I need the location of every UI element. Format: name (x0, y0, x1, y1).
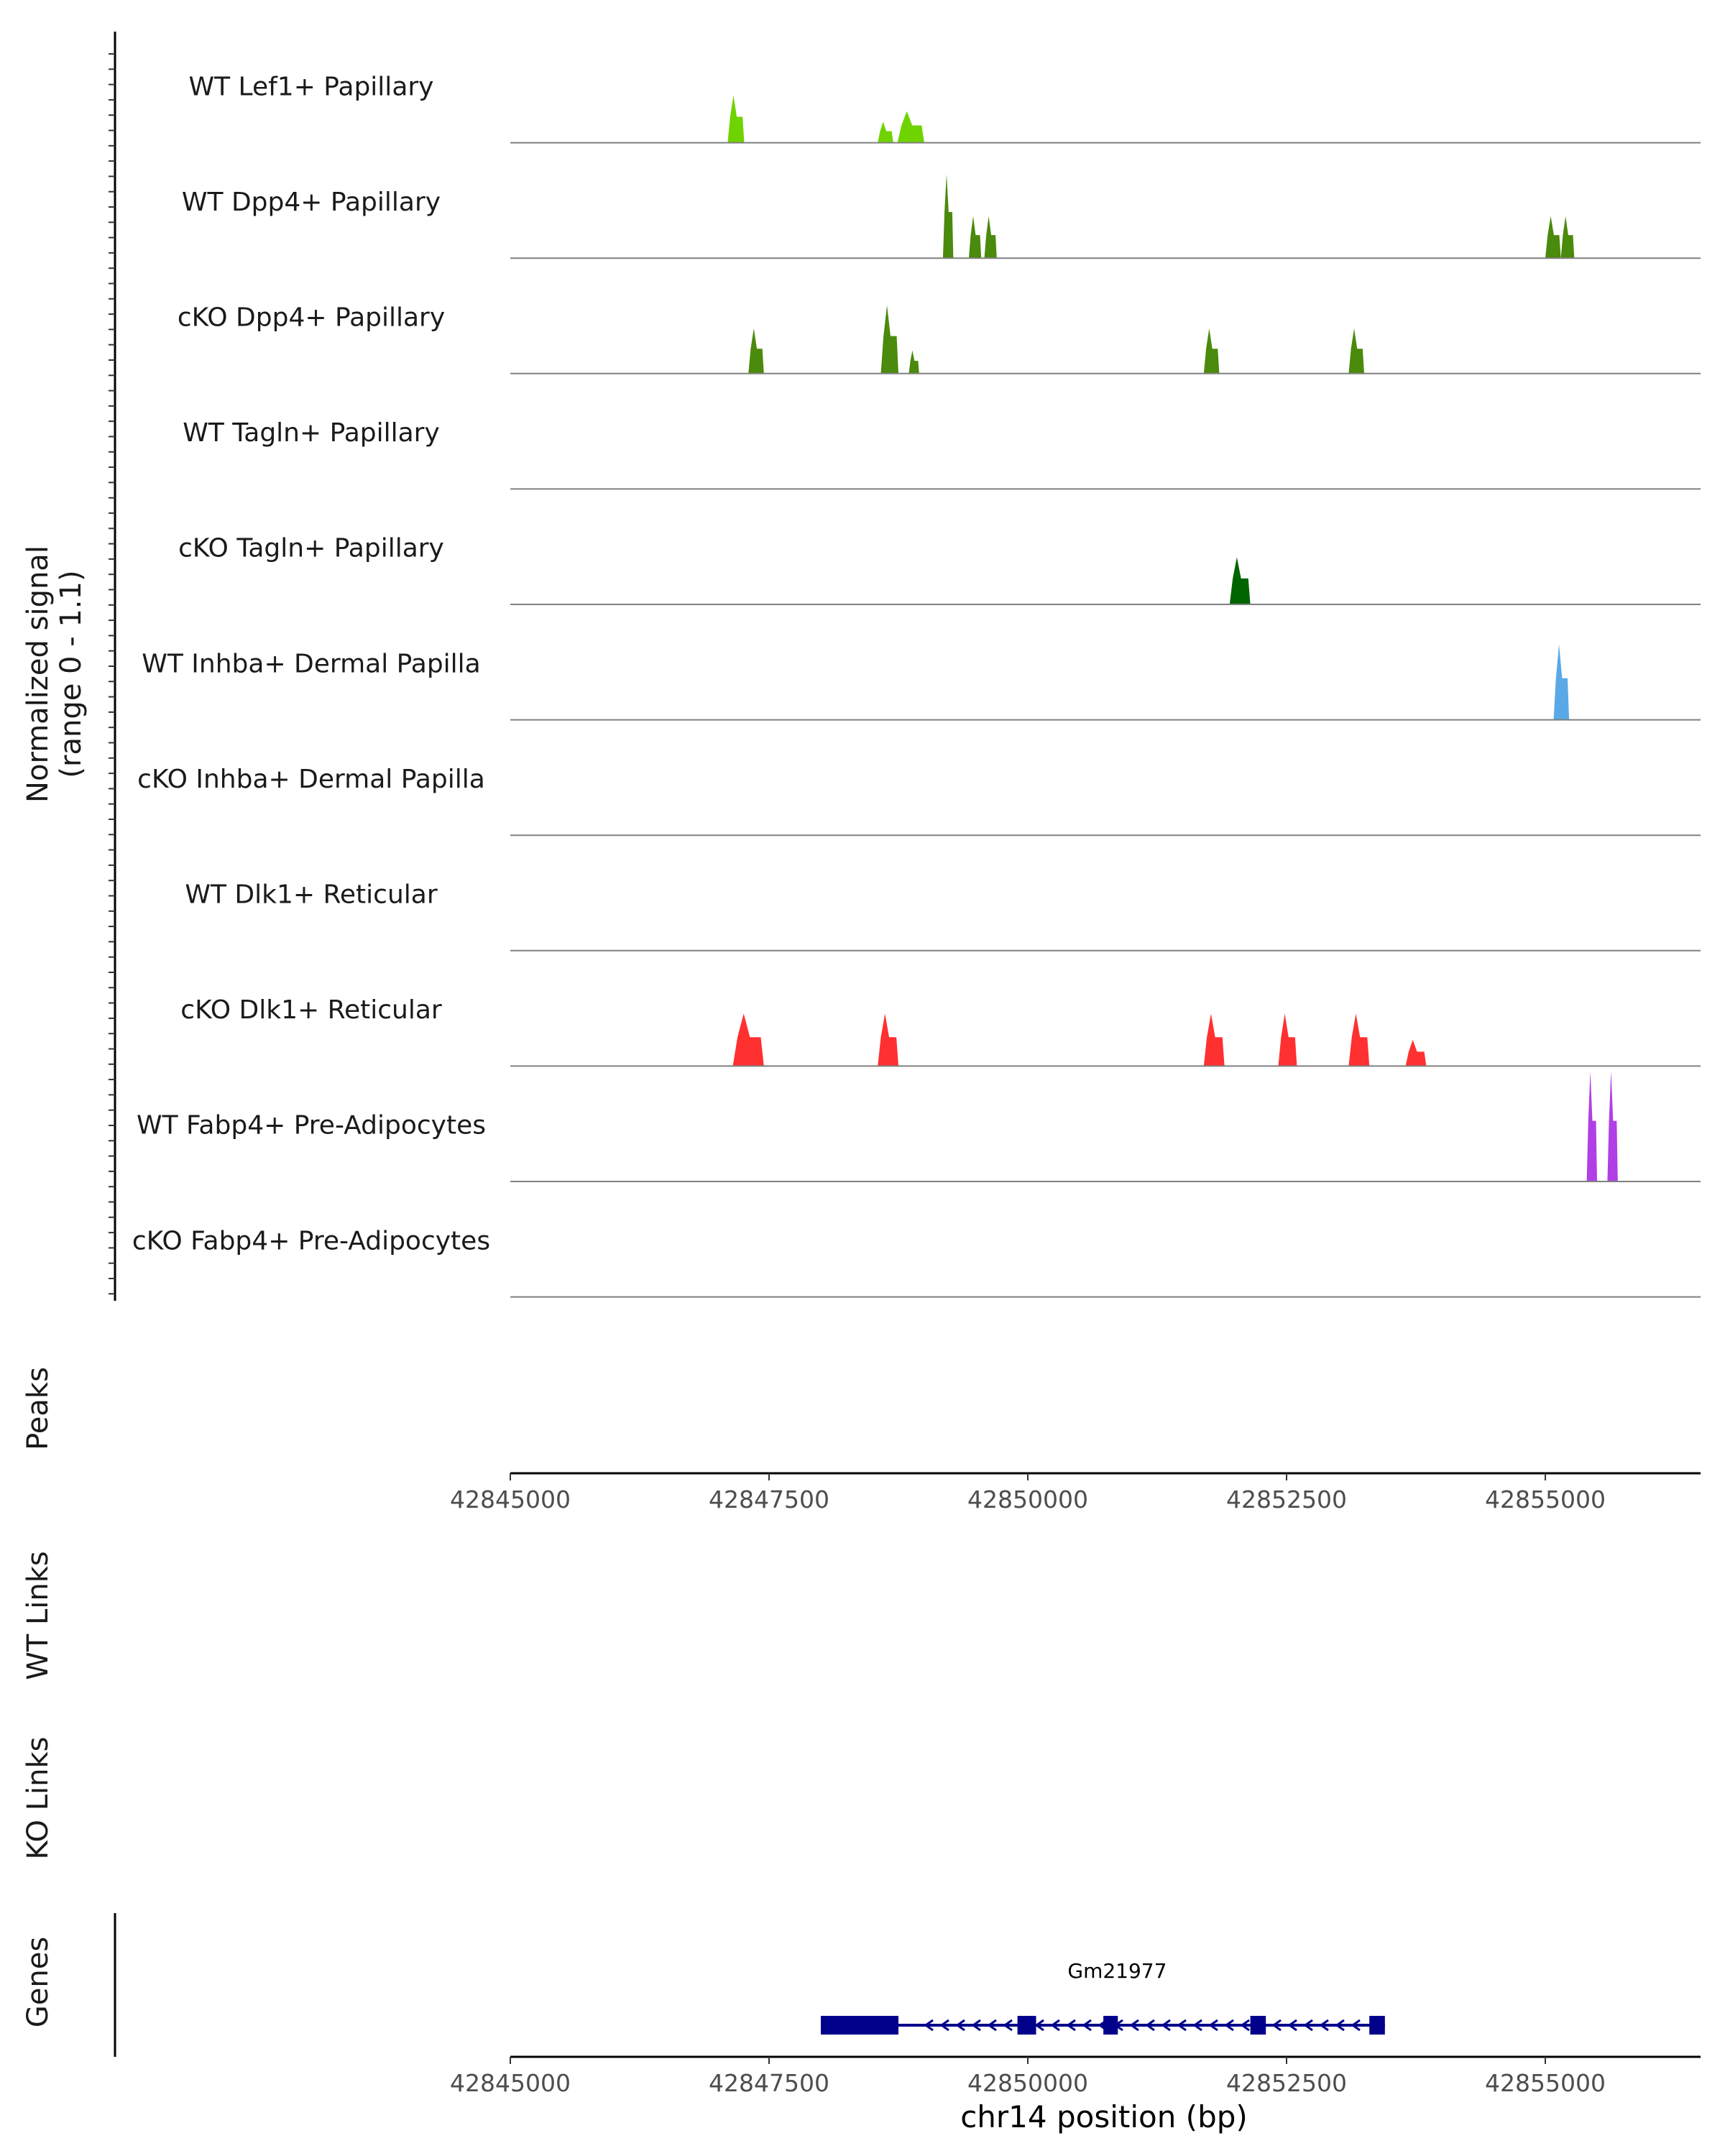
coverage-peak (880, 305, 898, 374)
x-tick-label: 42855000 (1485, 2069, 1606, 2097)
track-label: WT Tagln+ Papillary (183, 418, 440, 448)
coverage-peak (1553, 644, 1570, 720)
gene-exon (821, 2016, 898, 2035)
signal-y-axis (109, 32, 116, 1301)
track-4: WT Tagln+ Papillary (183, 418, 1701, 490)
peaks-x-axis: 42845000 42847500 42850000 42852500 42855000 (450, 1472, 1701, 1514)
strand-arrow (1335, 2019, 1345, 2032)
strand-arrow (1287, 2019, 1297, 2032)
track-9: cKO Dlk1+ Reticular (180, 995, 1701, 1067)
coverage-peak (732, 1013, 764, 1067)
coverage-peak (968, 216, 982, 259)
coverage-peak (1203, 328, 1220, 374)
track-1: WT Lef1+ Papillary (189, 72, 1701, 144)
track-2: WT Dpp4+ Papillary (182, 174, 1701, 259)
coverage-peak (878, 1013, 898, 1067)
track-label: cKO Dpp4+ Papillary (178, 303, 445, 333)
peaks-panel-label: Peaks (22, 1367, 55, 1450)
strand-arrow (1034, 2019, 1044, 2032)
gene-exon (1250, 2016, 1266, 2035)
x-tick-label: 42845000 (450, 1485, 571, 1514)
x-axis-label: chr14 position (bp) (960, 2099, 1248, 2134)
strand-arrow (971, 2019, 981, 2032)
strand-arrow (939, 2019, 949, 2032)
strand-arrow (987, 2019, 997, 2032)
strand-arrow (1082, 2019, 1092, 2032)
track-7: cKO Inhba+ Dermal Papilla (137, 765, 1701, 837)
strand-arrow (924, 2019, 934, 2032)
strand-arrow (1177, 2019, 1187, 2032)
track-8: WT Dlk1+ Reticular (185, 880, 1701, 952)
strand-arrow (1303, 2019, 1313, 2032)
strand-arrow (1066, 2019, 1076, 2032)
track-label: WT Fabp4+ Pre-Adipocytes (137, 1111, 486, 1141)
strand-arrow (1129, 2019, 1139, 2032)
track-label: cKO Inhba+ Dermal Papilla (137, 765, 485, 794)
track-10: WT Fabp4+ Pre-Adipocytes (137, 1071, 1701, 1182)
strand-arrow (1050, 2019, 1060, 2032)
track-label: WT Dlk1+ Reticular (185, 880, 437, 910)
track-label: WT Lef1+ Papillary (189, 72, 434, 101)
ko-links-panel-label: KO Links (22, 1737, 55, 1860)
coverage-peak (1607, 1071, 1618, 1181)
strand-arrow (1319, 2019, 1329, 2032)
track-label: cKO Tagln+ Papillary (178, 534, 444, 563)
strand-arrow (1351, 2019, 1361, 2032)
track-label: WT Inhba+ Dermal Papilla (142, 649, 480, 678)
x-tick-label: 42850000 (967, 1485, 1088, 1514)
coverage-peak (942, 174, 954, 259)
y-axis-label-line-1: Normalized signal (22, 545, 55, 803)
track-5: cKO Tagln+ Papillary (178, 534, 1701, 605)
coverage-peak (1348, 328, 1364, 374)
strand-arrow (955, 2019, 965, 2032)
strand-arrow (1161, 2019, 1171, 2032)
genes-panel-label: Genes (22, 1937, 55, 2027)
coverage-peak (1405, 1039, 1427, 1067)
wt-links-panel-label: WT Links (22, 1551, 55, 1680)
gene-annotation: Gm21977 (821, 1959, 1385, 2035)
strand-arrow (1145, 2019, 1155, 2032)
x-tick-label: 42845000 (450, 2069, 571, 2097)
strand-arrow (1224, 2019, 1234, 2032)
x-tick-label: 42855000 (1485, 1485, 1606, 1514)
coverage-peak (1203, 1013, 1225, 1067)
strand-arrow (1271, 2019, 1282, 2032)
coverage-peak (878, 121, 893, 143)
gene-exon (1369, 2016, 1385, 2035)
x-tick-label: 42847500 (709, 2069, 829, 2097)
coverage-peak (1560, 216, 1575, 259)
track-label: cKO Fabp4+ Pre-Adipocytes (132, 1226, 490, 1256)
coverage-peak (1229, 557, 1251, 604)
gene-exon (1017, 2016, 1036, 2035)
coverage-peak (1586, 1071, 1597, 1181)
x-tick-label: 42852500 (1226, 2069, 1347, 2097)
coverage-peak (1545, 216, 1561, 259)
coverage-peak (908, 350, 919, 374)
coverage-tracks: WT Lef1+ Papillary WT Dpp4+ Papillary cKO … (132, 72, 1701, 1298)
x-tick-label: 42852500 (1226, 1485, 1347, 1514)
x-tick-label: 42850000 (967, 2069, 1088, 2097)
y-axis-label-line-2: (range 0 - 1.1) (55, 570, 88, 778)
strand-arrow (1208, 2019, 1218, 2032)
coverage-peak (748, 328, 764, 374)
coverage-peak (1278, 1013, 1297, 1067)
track-label: WT Dpp4+ Papillary (182, 188, 441, 217)
genes-x-axis: 42845000 42847500 42850000 42852500 42855000 (450, 2055, 1701, 2097)
x-tick-label: 42847500 (709, 1485, 829, 1514)
gene-name-label: Gm21977 (1067, 1959, 1167, 1983)
coverage-peak (984, 216, 997, 259)
track-11: cKO Fabp4+ Pre-Adipocytes (132, 1226, 1701, 1298)
track-label: cKO Dlk1+ Reticular (180, 995, 442, 1025)
coverage-peak (727, 95, 745, 143)
track-6: WT Inhba+ Dermal Papilla (142, 644, 1701, 721)
coverage-peak (897, 111, 924, 143)
coverage-peak (1348, 1013, 1370, 1067)
gene-exon (1103, 2016, 1118, 2035)
strand-arrow (1192, 2019, 1202, 2032)
track-3: cKO Dpp4+ Papillary (178, 303, 1701, 374)
strand-arrow (1003, 2019, 1013, 2032)
strand-arrow (1240, 2019, 1250, 2032)
